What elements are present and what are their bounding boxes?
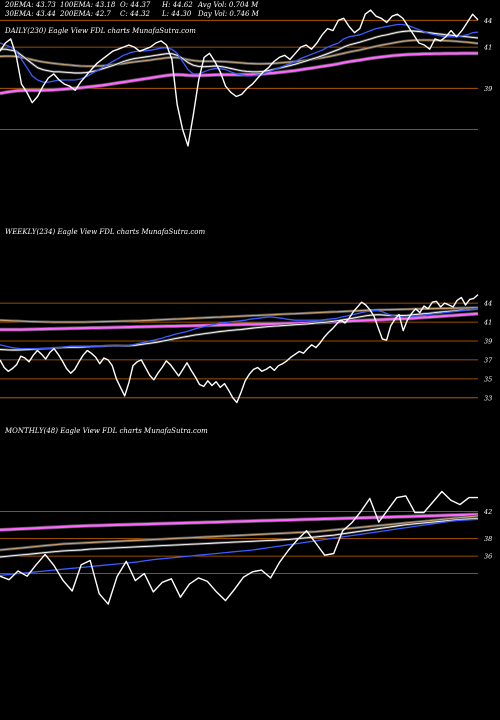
high-label: H: 44.62 xyxy=(161,1,193,9)
daily-ema_slow-line xyxy=(0,39,479,67)
ema100-label: 100EMA: 43.18 xyxy=(60,1,116,9)
low-label: L: 44.30 xyxy=(161,10,192,18)
daily-ema_fast-line xyxy=(0,23,479,83)
monthly-ema_long-line xyxy=(0,513,479,531)
monthly-chart: 42 38 36 xyxy=(0,490,492,605)
weekly-y-tick-label: 33 xyxy=(484,394,492,402)
close-label: C: 44.32 xyxy=(120,10,151,18)
weekly-price-line xyxy=(0,294,479,404)
daily-price-line xyxy=(0,9,479,147)
open-label: O: 44.37 xyxy=(120,1,151,9)
weekly-ema_long-line xyxy=(0,312,479,331)
weekly-ema_slow-line xyxy=(0,307,479,323)
weekly-chart: 44 41 39 37 35 33 xyxy=(0,294,493,404)
daily-y-tick-label: 41 xyxy=(483,44,492,52)
weekly-y-tick-label: 37 xyxy=(484,356,493,364)
avg-volume-label: Avg Vol: 0.704 M xyxy=(197,1,259,9)
monthly-y-tick-label: 42 xyxy=(483,508,492,516)
daily-y-tick-label: 44 xyxy=(483,17,492,25)
day-volume-label: Day Vol: 0.746 M xyxy=(197,10,260,18)
header-stats: 20EMA: 43.73 30EMA: 43.44 100EMA: 43.18 … xyxy=(4,1,260,18)
daily-y-tick-label: 39 xyxy=(484,85,492,93)
weekly-y-tick-label: 39 xyxy=(484,338,492,346)
daily-chart: 44 41 39 xyxy=(0,9,492,147)
monthly-ema_slow-line xyxy=(0,515,479,551)
monthly-y-tick-label: 36 xyxy=(484,553,492,561)
daily-ema_mid-line xyxy=(0,30,479,74)
monthly-y-tick-label: 38 xyxy=(484,535,492,543)
monthly-panel-title: MONTHLY(48) Eagle View FDL charts Munafa… xyxy=(4,427,208,435)
ema200-label: 200EMA: 42.7 xyxy=(59,10,111,18)
daily-panel-title: DAILY(230) Eagle View FDL charts MunafaS… xyxy=(4,27,196,35)
ema20-label: 20EMA: 43.73 xyxy=(4,1,56,9)
weekly-y-tick-label: 44 xyxy=(483,300,492,308)
weekly-panel-title: WEEKLY(234) Eagle View FDL charts Munafa… xyxy=(5,228,205,236)
monthly-price-line xyxy=(0,490,478,605)
monthly-ema_mid-line xyxy=(0,518,479,558)
ema30-label: 30EMA: 43.44 xyxy=(5,10,56,18)
weekly-y-tick-label: 35 xyxy=(484,375,492,383)
weekly-y-tick-label: 41 xyxy=(483,319,492,327)
